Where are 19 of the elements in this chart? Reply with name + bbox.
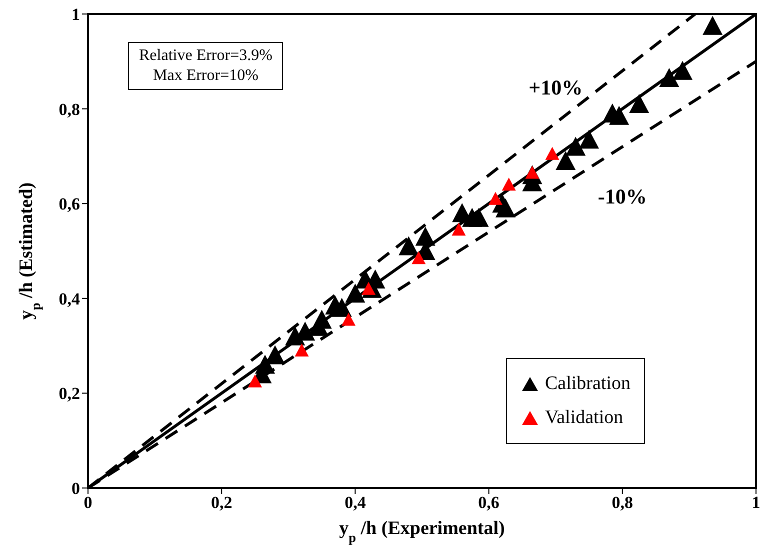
- x-tick-label: 1: [752, 493, 760, 512]
- legend-label: Validation: [545, 407, 624, 429]
- x-tick-label: 0: [84, 493, 92, 512]
- x-tick-label: 0,6: [478, 493, 500, 512]
- y-tick-label: 0: [72, 479, 80, 498]
- y-tick-label: 0,2: [58, 384, 80, 404]
- y-tick-label: 0,6: [58, 194, 80, 214]
- legend-label: Calibration: [545, 373, 630, 395]
- annotation: -10%: [598, 184, 647, 209]
- annotation: Relative Error=3.9%: [139, 46, 272, 66]
- annotation: +10%: [528, 76, 583, 100]
- y-tick-label: 1: [72, 5, 80, 24]
- x-axis-title: y$_{p}$ /h (Experimental): [339, 518, 505, 544]
- annotation: Max Error=10%: [152, 66, 260, 86]
- y-tick-label: 0,8: [58, 100, 80, 119]
- x-tick-label: 0,4: [344, 493, 366, 512]
- y-tick-label: 0,4: [58, 289, 80, 308]
- x-tick-label: 0,8: [612, 493, 634, 512]
- x-tick-label: 0,2: [210, 493, 232, 512]
